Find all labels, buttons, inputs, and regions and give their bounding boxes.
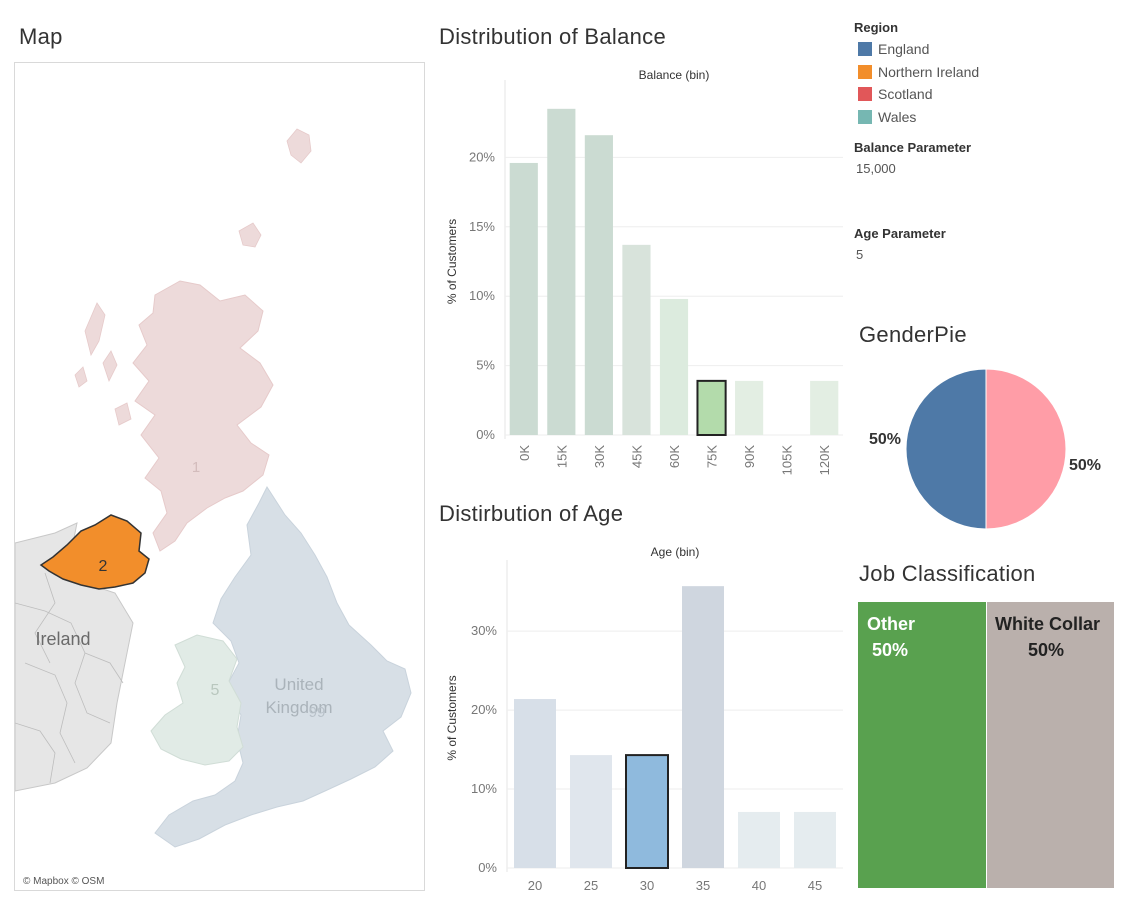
age-parameter-title: Age Parameter <box>854 226 946 241</box>
y-tick-label: 20% <box>471 702 497 717</box>
x-tick-label: 40 <box>752 878 766 893</box>
pie-slice-label: 50% <box>869 431 901 448</box>
pie-slice-label: 50% <box>1069 457 1101 474</box>
x-tick-label: 15K <box>554 445 569 468</box>
x-tick-label: 25 <box>584 878 598 893</box>
map-region-ireland <box>15 522 134 792</box>
x-tick-label: 60K <box>667 445 682 468</box>
y-axis-label: % of Customers <box>445 219 459 304</box>
map-country-label-ireland: Ireland <box>35 629 90 649</box>
bar-20[interactable] <box>514 699 556 868</box>
gender-pie-title: GenderPie <box>859 322 967 347</box>
treemap-label: Other <box>867 614 916 634</box>
bar-45K[interactable] <box>622 244 651 435</box>
bar-60K[interactable] <box>659 298 689 435</box>
bar-75K[interactable] <box>696 379 727 437</box>
uk-map[interactable]: Ireland United Kingdom 1 2 5 99 © Mapbox… <box>15 63 424 890</box>
legend-swatch <box>858 109 872 124</box>
map-label-northern-ireland: 2 <box>99 558 108 575</box>
bar-25[interactable] <box>570 755 612 868</box>
map-country-label-united: United <box>274 675 323 694</box>
legend-item-wales[interactable]: Wales <box>854 106 979 129</box>
y-axis-label: % of Customers <box>445 675 459 760</box>
x-tick-label: 120K <box>817 445 832 476</box>
map-label-wales: 5 <box>211 682 220 699</box>
age-parameter-value[interactable]: 5 <box>856 247 864 262</box>
map-country-label-kingdom: Kingdom <box>265 698 332 717</box>
y-tick-label: 0% <box>478 860 497 875</box>
y-tick-label: 15% <box>469 219 495 234</box>
region-legend: Region England Northern Ireland Scotland… <box>854 20 979 128</box>
age-parameter[interactable]: Age Parameter 5 <box>854 226 946 262</box>
treemap-value: 50% <box>1028 640 1065 660</box>
bar-120K[interactable] <box>810 380 839 435</box>
x-tick-label: 45K <box>629 445 644 468</box>
chart-subtitle: Balance (bin) <box>639 68 710 82</box>
bar-0K[interactable] <box>509 162 538 435</box>
map-region-scotland[interactable] <box>132 280 274 552</box>
bar-30[interactable] <box>625 754 669 870</box>
balance-parameter-title: Balance Parameter <box>854 140 972 155</box>
legend-item-england[interactable]: England <box>854 38 979 61</box>
y-tick-label: 30% <box>471 623 497 638</box>
x-tick-label: 35 <box>696 878 710 893</box>
x-tick-label: 45 <box>808 878 822 893</box>
map-title: Map <box>19 24 63 49</box>
legend-label: Northern Ireland <box>878 63 980 80</box>
bar-90K[interactable] <box>735 380 764 435</box>
x-tick-label: 105K <box>780 445 795 476</box>
legend-label: Wales <box>878 108 917 125</box>
scottish-islands <box>74 128 312 426</box>
y-tick-label: 0% <box>476 427 495 442</box>
x-tick-label: 30K <box>592 445 607 468</box>
map-view[interactable]: Ireland United Kingdom 1 2 5 99 © Mapbox… <box>14 62 425 891</box>
gender-pie-chart[interactable]: 50% 50% <box>855 360 1125 540</box>
map-region-northern-ireland[interactable] <box>39 514 150 590</box>
treemap-label: White Collar <box>995 614 1101 634</box>
treemap-cell-white-collar[interactable]: White Collar 50% <box>986 602 1114 888</box>
bar-45[interactable] <box>794 811 836 868</box>
x-tick-label: 75K <box>705 445 720 468</box>
y-tick-label: 20% <box>469 149 495 164</box>
age-chart-title: Distirbution of Age <box>439 501 624 526</box>
legend-item-northern-ireland[interactable]: Northern Ireland <box>854 61 979 84</box>
y-tick-label: 5% <box>476 358 495 373</box>
x-tick-label: 20 <box>528 878 542 893</box>
ireland-county-borders <box>15 572 124 784</box>
bar-40[interactable] <box>738 811 780 868</box>
y-tick-label: 10% <box>471 781 497 796</box>
legend-title: Region <box>854 20 899 35</box>
bar-30K[interactable] <box>584 135 613 435</box>
map-label-england: 99 <box>309 704 326 721</box>
age-chart[interactable]: Age (bin) % of Customers 0% 10% 20% 30% 20 25 30… <box>430 538 845 898</box>
bar-15K[interactable] <box>547 108 576 435</box>
legend-item-scotland[interactable]: Scotland <box>854 83 979 106</box>
y-tick-label: 10% <box>469 288 495 303</box>
balance-chart[interactable]: Balance (bin) % of Customers 0% 5% 10% 15% 20%… <box>430 60 845 480</box>
map-region-wales[interactable] <box>150 634 244 766</box>
treemap-cell-other[interactable]: Other 50% <box>858 602 986 888</box>
balance-parameter-value[interactable]: 15,000 <box>856 161 896 176</box>
chart-subtitle: Age (bin) <box>651 545 700 559</box>
map-region-england[interactable] <box>154 485 412 848</box>
bar-35[interactable] <box>682 586 724 868</box>
legend-label: Scotland <box>878 86 933 103</box>
map-attribution[interactable]: © Mapbox © OSM <box>23 876 104 887</box>
treemap-value: 50% <box>872 640 909 660</box>
balance-chart-title: Distribution of Balance <box>439 24 667 49</box>
x-tick-label: 0K <box>517 445 532 461</box>
legend-label: England <box>878 41 930 58</box>
balance-parameter[interactable]: Balance Parameter 15,000 <box>854 140 971 176</box>
job-classification-title: Job Classification <box>859 561 1036 586</box>
legend-swatch <box>858 87 872 102</box>
legend-swatch <box>858 42 872 57</box>
map-label-scotland: 1 <box>192 459 200 476</box>
x-tick-label: 90K <box>742 445 757 468</box>
pie-slice-0[interactable] <box>905 368 987 530</box>
legend-swatch <box>858 64 872 79</box>
pie-slice-1[interactable] <box>985 368 1067 530</box>
x-tick-label: 30 <box>640 878 654 893</box>
